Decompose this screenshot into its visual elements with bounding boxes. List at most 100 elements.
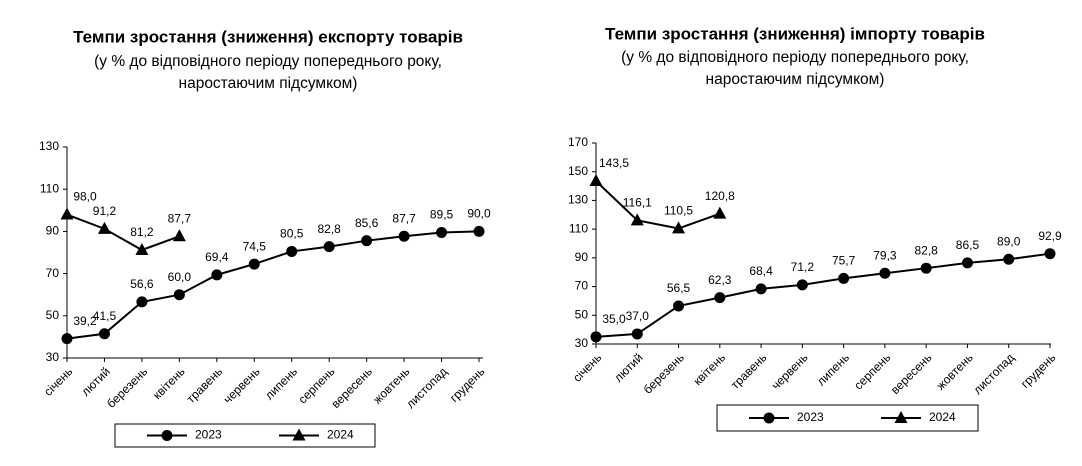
- data-label: 110,5: [664, 204, 693, 218]
- data-label: 62,3: [708, 273, 732, 287]
- marker: [136, 296, 148, 308]
- legend-box: [114, 423, 376, 448]
- data-label: 92,9: [1038, 229, 1062, 243]
- data-label: 39,2: [73, 314, 97, 328]
- chart-subtitle: (у % до відповідного періоду попередньог…: [621, 49, 969, 66]
- y-tick-label: 70: [575, 279, 589, 293]
- data-label: 71,2: [791, 260, 815, 274]
- marker: [361, 235, 373, 247]
- x-tick-label: січень: [570, 350, 604, 384]
- x-tick-label: листопад: [403, 364, 450, 411]
- marker: [135, 242, 149, 255]
- data-label: 80,5: [280, 227, 304, 241]
- legend-label: 2024: [327, 428, 354, 442]
- data-label: 56,5: [667, 281, 691, 295]
- marker: [61, 333, 73, 345]
- data-label: 89,5: [430, 208, 454, 222]
- marker: [473, 225, 485, 237]
- y-tick-label: 50: [575, 307, 589, 321]
- y-tick-label: 150: [568, 164, 588, 178]
- marker: [920, 262, 932, 274]
- data-label: 41,5: [93, 309, 117, 323]
- marker: [211, 269, 223, 281]
- chart-title: Темпи зростання (зниження) експорту това…: [73, 27, 463, 46]
- marker: [673, 300, 685, 312]
- x-tick-label: травень: [728, 350, 769, 391]
- marker: [98, 328, 110, 340]
- data-label: 120,8: [705, 189, 735, 203]
- marker: [161, 430, 173, 441]
- x-tick-label: грудень: [447, 364, 487, 404]
- y-tick-label: 70: [46, 266, 60, 280]
- y-tick-label: 90: [46, 224, 60, 238]
- marker: [589, 174, 603, 187]
- legend-box: [716, 404, 979, 432]
- marker: [173, 289, 185, 301]
- x-tick-label: жовтень: [934, 350, 976, 392]
- data-label: 91,2: [93, 204, 117, 218]
- marker: [763, 412, 775, 424]
- line: [66, 213, 180, 252]
- marker: [398, 230, 410, 242]
- marker: [672, 221, 686, 234]
- data-label: 89,0: [997, 234, 1021, 248]
- marker: [961, 257, 973, 269]
- data-label: 98,0: [73, 190, 97, 204]
- data-label: 35,0: [602, 312, 626, 326]
- data-label: 87,7: [168, 211, 192, 225]
- y-tick-label: 30: [46, 350, 60, 364]
- data-label: 87,7: [392, 211, 416, 225]
- legend-label: 2023: [797, 410, 824, 424]
- marker: [590, 331, 602, 343]
- marker: [286, 245, 298, 257]
- x-tick-label: березень: [641, 350, 687, 396]
- y-tick-label: 30: [575, 336, 589, 350]
- chart-subtitle: наростаючим підсумком): [706, 71, 885, 88]
- data-label: 90,0: [467, 207, 491, 221]
- marker: [1044, 248, 1056, 260]
- data-label: 75,7: [832, 254, 856, 268]
- marker: [292, 428, 306, 441]
- x-tick-label: січень: [41, 364, 75, 398]
- marker: [60, 207, 74, 220]
- y-tick-label: 130: [568, 193, 588, 207]
- legend-label: 2023: [195, 428, 222, 442]
- y-tick-label: 130: [39, 139, 59, 153]
- x-tick-label: червень: [221, 364, 263, 406]
- marker: [172, 229, 186, 242]
- y-tick-label: 90: [575, 250, 589, 264]
- data-label: 60,0: [168, 270, 192, 284]
- x-tick-label: червень: [769, 350, 811, 392]
- chart-title: Темпи зростання (зниження) імпорту товар…: [605, 24, 985, 43]
- marker: [630, 213, 644, 226]
- marker: [755, 283, 767, 295]
- line: [595, 252, 1051, 338]
- x-tick-label: квітень: [691, 350, 729, 388]
- data-label: 116,1: [623, 196, 652, 210]
- data-label: 143,5: [599, 156, 629, 170]
- line: [595, 180, 721, 230]
- marker: [631, 328, 643, 340]
- data-label: 82,8: [318, 222, 342, 236]
- y-tick-label: 170: [568, 135, 588, 149]
- marker: [879, 267, 891, 279]
- x-tick-label: лютий: [611, 350, 645, 384]
- marker: [436, 226, 448, 238]
- marker: [714, 292, 726, 304]
- x-tick-label: липень: [814, 350, 852, 388]
- x-tick-label: вересень: [328, 364, 375, 411]
- marker: [894, 411, 908, 423]
- data-label: 81,2: [130, 225, 154, 239]
- marker: [1003, 253, 1015, 265]
- chart-subtitle: наростаючим підсумком): [179, 75, 358, 92]
- x-tick-label: листопад: [970, 350, 1017, 397]
- y-tick-label: 50: [46, 308, 60, 322]
- line: [66, 230, 480, 340]
- y-tick-label: 110: [40, 181, 59, 195]
- data-label: 79,3: [873, 248, 897, 262]
- marker: [97, 221, 111, 234]
- x-tick-label: квітень: [150, 364, 188, 402]
- data-label: 85,6: [355, 216, 379, 230]
- x-tick-label: лютий: [78, 364, 112, 398]
